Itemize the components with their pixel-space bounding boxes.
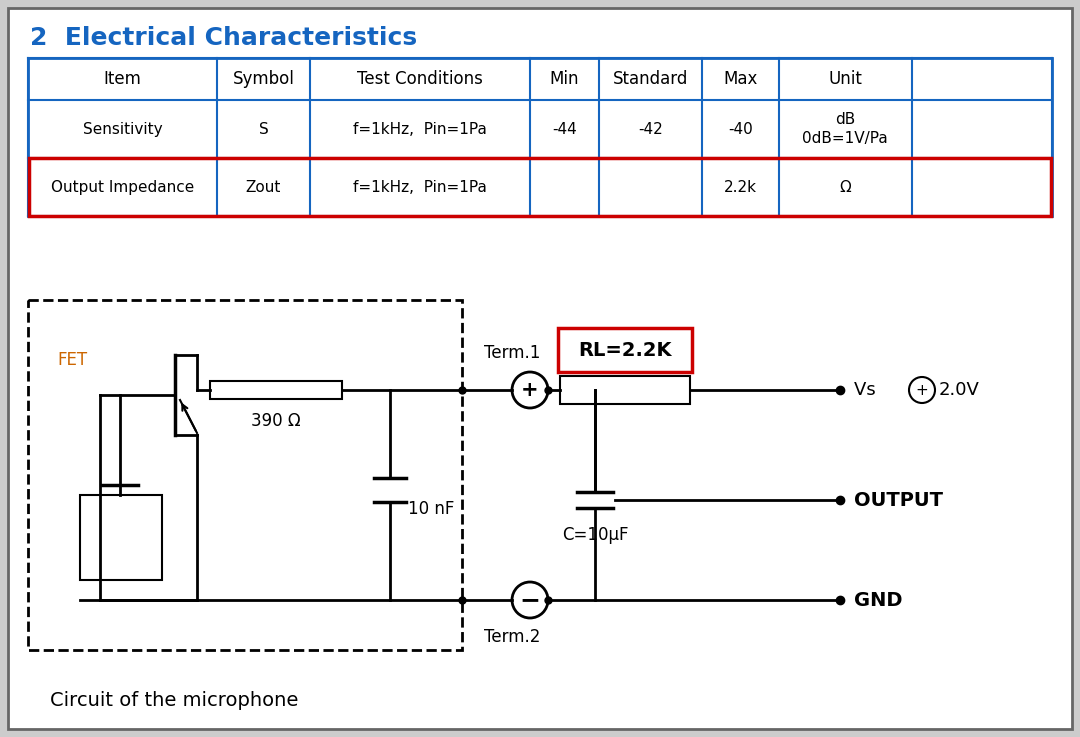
Circle shape <box>909 377 935 403</box>
Text: Vs: Vs <box>854 381 881 399</box>
Text: 10 nF: 10 nF <box>408 500 455 518</box>
Text: S: S <box>258 122 269 136</box>
Text: -40: -40 <box>728 122 753 136</box>
Text: Unit: Unit <box>828 70 862 88</box>
Text: 2  Electrical Characteristics: 2 Electrical Characteristics <box>30 26 417 50</box>
Text: RL=2.2K: RL=2.2K <box>578 340 672 360</box>
Bar <box>80 495 162 580</box>
Text: -44: -44 <box>552 122 577 136</box>
Text: f=1kHz,  Pin=1Pa: f=1kHz, Pin=1Pa <box>353 122 487 136</box>
Text: -42: -42 <box>638 122 663 136</box>
Circle shape <box>512 582 548 618</box>
Text: −: − <box>519 588 540 612</box>
Circle shape <box>512 372 548 408</box>
Text: Term.1: Term.1 <box>484 344 540 362</box>
Text: Symbol: Symbol <box>232 70 295 88</box>
Text: Item: Item <box>104 70 141 88</box>
Text: Sensitivity: Sensitivity <box>83 122 162 136</box>
Text: Standard: Standard <box>613 70 688 88</box>
Text: Min: Min <box>550 70 579 88</box>
Text: f=1kHz,  Pin=1Pa: f=1kHz, Pin=1Pa <box>353 180 487 195</box>
Text: 390 Ω: 390 Ω <box>252 412 301 430</box>
Text: FET: FET <box>57 351 87 369</box>
Bar <box>28 58 1052 216</box>
Text: +: + <box>916 383 929 397</box>
Text: Output Impedance: Output Impedance <box>51 180 194 195</box>
Text: 2.2k: 2.2k <box>724 180 757 195</box>
Bar <box>29 158 1051 216</box>
Bar <box>210 381 342 399</box>
Bar <box>558 328 692 372</box>
Text: Zout: Zout <box>246 180 281 195</box>
Text: C=10μF: C=10μF <box>562 526 629 544</box>
Text: OUTPUT: OUTPUT <box>854 491 943 509</box>
Text: Test Conditions: Test Conditions <box>356 70 483 88</box>
Text: Term.2: Term.2 <box>484 628 540 646</box>
Text: GND: GND <box>854 590 903 609</box>
Bar <box>561 376 690 404</box>
Text: +: + <box>522 380 539 400</box>
Text: Circuit of the microphone: Circuit of the microphone <box>50 691 298 710</box>
Text: 2.0V: 2.0V <box>939 381 980 399</box>
Text: Max: Max <box>723 70 757 88</box>
Text: dB
0dB=1V/Pa: dB 0dB=1V/Pa <box>802 112 888 146</box>
Text: Ω: Ω <box>839 180 851 195</box>
Bar <box>28 300 462 650</box>
